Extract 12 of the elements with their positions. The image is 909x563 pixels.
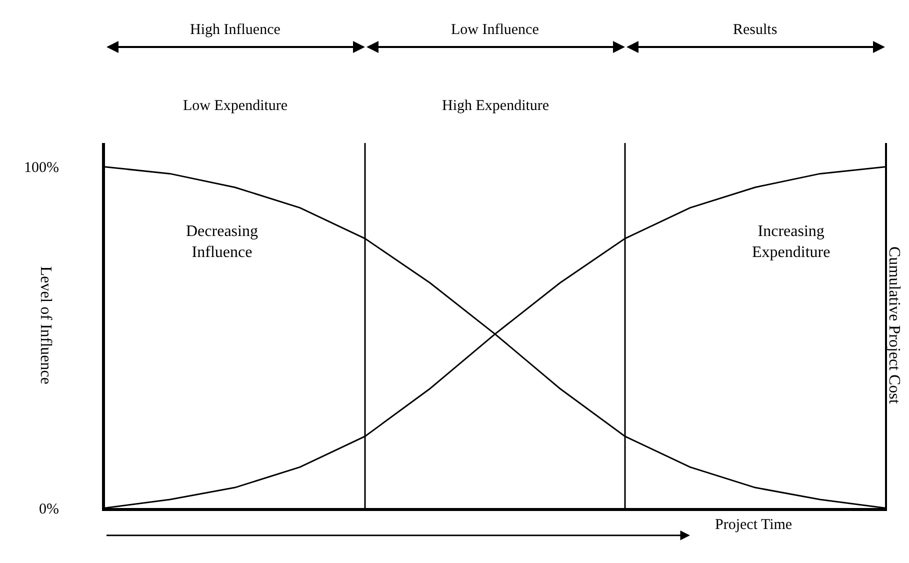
text: Low Expenditure — [183, 98, 288, 114]
text: Project Time — [715, 517, 792, 533]
text: Results — [733, 22, 778, 38]
y-axis-title: Level of Influence — [36, 266, 54, 384]
y2-axis-title: Cumulative Project Cost — [886, 246, 902, 404]
annotation: Increasing Expenditure — [752, 223, 830, 261]
text: Low Influence — [451, 22, 540, 38]
text: High Influence — [190, 22, 281, 38]
annotation: Decreasing Influence — [186, 223, 258, 261]
y-tick-label: 0% — [39, 501, 59, 518]
text: High Expenditure — [442, 98, 550, 114]
y-tick-label: 100% — [24, 160, 59, 176]
